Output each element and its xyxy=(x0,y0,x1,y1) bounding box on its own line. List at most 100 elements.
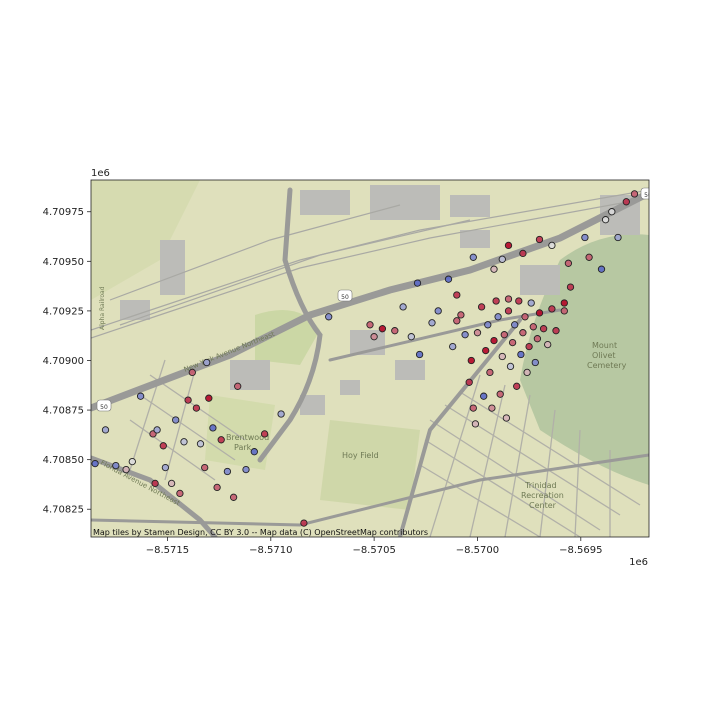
y-tick-label: 4.70975 xyxy=(43,207,84,218)
data-point xyxy=(101,426,110,434)
scatter-points xyxy=(91,190,639,527)
y-tick-label: 4.70850 xyxy=(43,455,84,466)
data-point xyxy=(467,356,475,365)
map-label-brentwood-line1: Brentwood xyxy=(226,433,269,442)
new-york-avenue xyxy=(91,189,649,412)
data-point xyxy=(465,378,473,386)
diagonal-avenue xyxy=(398,318,522,537)
data-point xyxy=(484,321,492,329)
data-point xyxy=(196,440,205,448)
data-point xyxy=(508,338,517,347)
x-tick-label: −8.5695 xyxy=(559,545,602,556)
data-point xyxy=(159,442,167,450)
axes-frame xyxy=(90,179,650,538)
lower-road xyxy=(91,453,649,527)
data-point xyxy=(486,368,494,377)
svg-text:50: 50 xyxy=(341,294,349,301)
data-point xyxy=(378,325,387,333)
data-point xyxy=(519,329,527,337)
data-point xyxy=(492,297,500,305)
data-point xyxy=(407,333,415,341)
map-label-rail: Alpha Railroad xyxy=(99,286,106,330)
data-point xyxy=(581,233,589,242)
data-point xyxy=(213,483,221,492)
data-point xyxy=(217,436,225,444)
data-point xyxy=(453,317,461,325)
ramp-road xyxy=(257,187,323,463)
map-label-olivet-2: Olivet xyxy=(592,351,616,360)
y-tick-label: 4.70875 xyxy=(43,406,84,417)
data-point xyxy=(480,392,488,400)
data-point xyxy=(234,382,242,390)
map-label-olivet-3: Cemetery xyxy=(587,361,627,370)
route-50-shield-1: 50 xyxy=(337,289,353,302)
data-point xyxy=(444,275,453,283)
map-attribution: Map tiles by Stamen Design, CC BY 3.0 --… xyxy=(93,528,428,537)
data-point xyxy=(494,313,502,321)
map-label-trinidad-2: Recreation xyxy=(521,491,564,500)
data-point xyxy=(477,303,486,311)
data-point xyxy=(399,303,407,311)
data-point xyxy=(482,346,490,355)
data-point xyxy=(552,327,560,335)
x-tick-label: −8.5705 xyxy=(352,545,395,556)
data-point xyxy=(544,340,552,349)
data-point xyxy=(488,404,496,412)
florida-avenue xyxy=(91,455,218,537)
data-point xyxy=(260,430,269,438)
data-point xyxy=(504,307,513,315)
data-point xyxy=(498,255,506,263)
data-point xyxy=(560,307,568,315)
y-axis: 4.70825 4.70850 4.70875 4.70900 4.70925 4.709… xyxy=(43,207,91,516)
roads-major xyxy=(91,187,649,537)
railway xyxy=(91,189,649,339)
data-point xyxy=(370,333,378,341)
data-point xyxy=(521,313,529,321)
data-point xyxy=(622,198,630,206)
map-label-olivet-1: Mount xyxy=(592,341,617,350)
data-point xyxy=(176,489,184,498)
data-point xyxy=(548,241,556,250)
data-point xyxy=(519,249,527,258)
data-point xyxy=(601,216,610,224)
hoy-field-area xyxy=(320,420,420,510)
x-axis: −8.5715 −8.5710 −8.5705 −8.5700 −8.5695 xyxy=(146,537,602,556)
data-point xyxy=(325,313,333,321)
data-point xyxy=(502,414,511,422)
map-label-trinidad-1: Trinidad xyxy=(524,481,557,490)
data-point xyxy=(192,404,201,412)
data-point xyxy=(585,253,593,261)
data-point xyxy=(548,305,556,313)
data-point xyxy=(564,259,573,267)
data-point xyxy=(201,463,209,472)
x-offset-label: 1e6 xyxy=(629,557,648,568)
x-tick-label: −8.5710 xyxy=(249,545,292,556)
data-point xyxy=(461,331,469,339)
data-point xyxy=(161,463,170,472)
data-point xyxy=(205,394,213,402)
basemap: New York Avenue Northeast Florida Avenue… xyxy=(91,180,649,537)
data-point xyxy=(560,299,568,307)
x-tick-label: −8.5715 xyxy=(146,545,189,556)
y-tick-label: 4.70900 xyxy=(43,356,84,367)
y-offset-label: 1e6 xyxy=(91,168,110,179)
data-point xyxy=(428,319,436,327)
data-point xyxy=(413,279,422,287)
map-label-brentwood-line2: Park xyxy=(234,443,252,452)
data-point xyxy=(533,335,542,343)
data-point xyxy=(300,519,308,527)
data-point xyxy=(525,342,533,351)
data-point xyxy=(229,493,238,501)
y-tick-label: 4.70825 xyxy=(43,505,84,516)
data-point xyxy=(473,329,482,337)
data-point xyxy=(242,465,250,474)
data-point xyxy=(250,448,258,456)
data-point xyxy=(172,416,180,424)
y-tick-label: 4.70925 xyxy=(43,306,84,317)
data-point xyxy=(504,295,513,303)
data-point xyxy=(223,467,232,476)
data-point xyxy=(184,396,192,404)
park-area-center xyxy=(255,310,320,365)
data-point xyxy=(608,208,616,216)
